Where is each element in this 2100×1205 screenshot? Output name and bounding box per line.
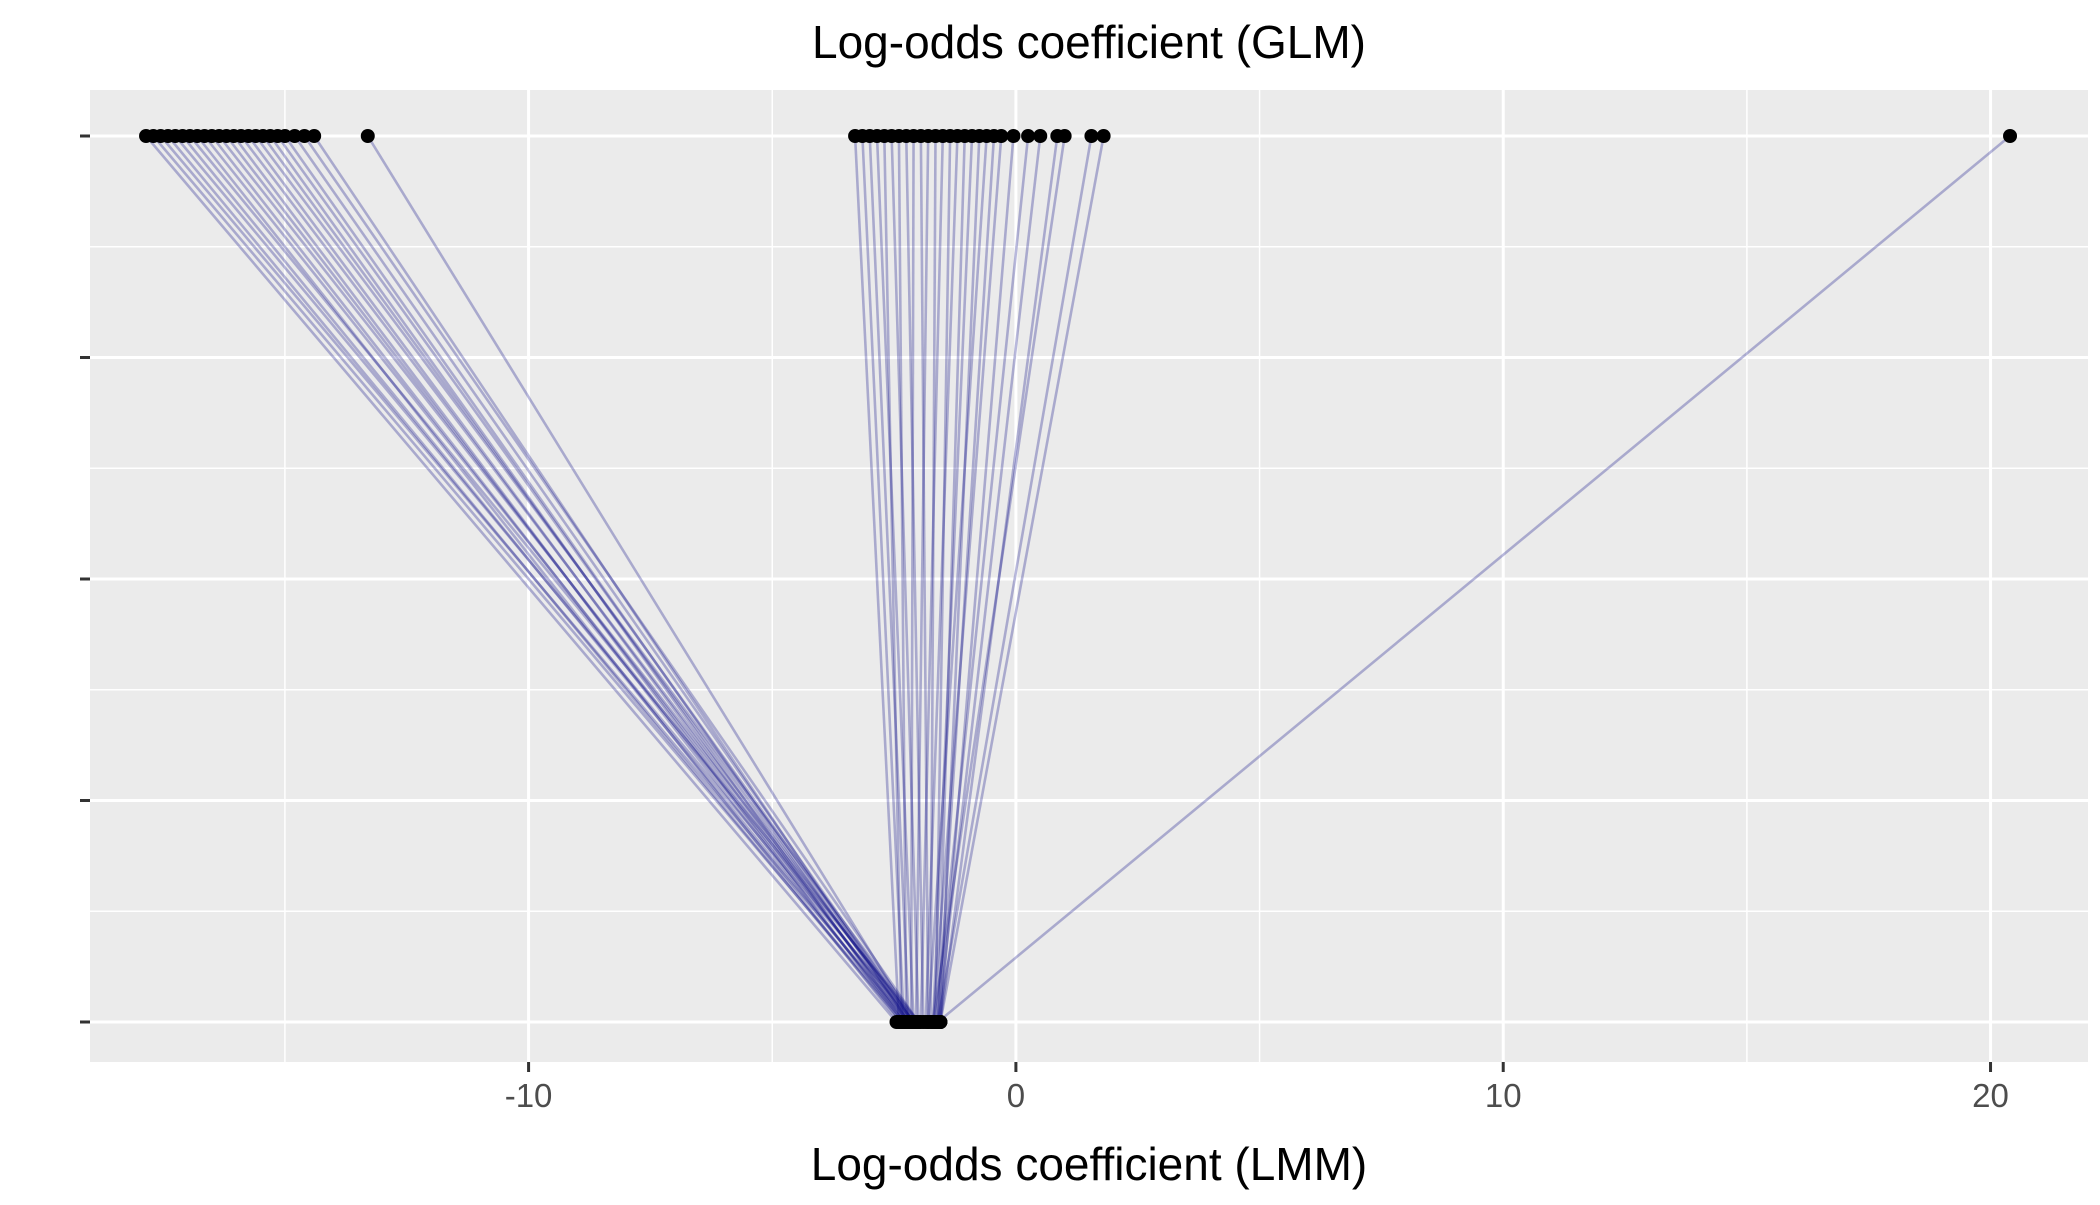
glm-point-49 [1057,129,1072,143]
segment-17 [269,135,905,1023]
segment-4 [174,135,915,1023]
segment-15 [254,135,920,1023]
segment-37 [934,135,952,1023]
glm-point-23 [360,129,375,143]
x-tick-label-1: 0 [1007,1077,1025,1114]
segment-26 [868,135,910,1023]
segment-45 [939,135,1015,1023]
glm-point-46 [1021,129,1036,143]
segment-21 [303,135,920,1023]
segment-25 [861,135,906,1023]
segment-14 [247,135,908,1023]
glm-point-45 [1006,129,1021,143]
segment-32 [909,135,915,1023]
glm-point-19 [277,129,292,143]
segment-52 [937,134,2011,1024]
segment-47 [936,135,1042,1023]
segment-13 [240,135,915,1023]
segment-16 [261,135,913,1023]
glm-point-44 [994,129,1009,143]
segment-30 [897,135,908,1023]
segment-27 [875,135,915,1023]
segment-24 [853,135,901,1023]
segment-50 [936,135,1093,1023]
segment-2 [159,135,910,1023]
segment-49 [931,135,1066,1023]
segment-0 [145,135,898,1023]
x-tick-label-0: -10 [505,1077,553,1114]
segment-6 [188,135,920,1023]
x-axis-title: Log-odds coefficient (LMM) [811,1138,1368,1190]
glm-point-47 [1033,129,1048,143]
segment-22 [313,135,910,1023]
segment-33 [919,135,930,1023]
segment-23 [366,135,915,1023]
segment-42 [926,135,988,1023]
segment-3 [166,135,903,1023]
glm-point-21 [297,129,312,143]
x-tick-label-3: 20 [1972,1077,2009,1114]
top-axis-title: Log-odds coefficient (GLM) [812,16,1366,68]
segment-38 [924,135,959,1023]
glm-point-50 [1084,129,1099,143]
lmm-point-52 [930,1015,945,1029]
glm-point-52 [2003,129,2018,143]
segment-12 [232,135,903,1023]
segment-10 [218,135,918,1023]
segment-29 [890,135,920,1023]
segment-5 [181,135,908,1023]
lmm-points [889,1015,948,1029]
segment-31 [904,135,925,1023]
segment-36 [919,135,945,1023]
y-axis-ticks [80,134,90,1024]
segment-43 [936,135,996,1023]
segment-9 [210,135,905,1023]
glm-point-22 [307,129,322,143]
segment-20 [293,135,915,1023]
segment-46 [934,135,1030,1023]
segment-19 [283,135,910,1023]
segment-35 [929,135,937,1023]
glm-point-51 [1096,129,1111,143]
x-axis-ticks: -10 0 10 20 [505,1062,2009,1114]
minor-gridlines [90,90,2088,1062]
x-tick-label-2: 10 [1485,1077,1522,1114]
segment-18 [276,135,915,1023]
plot-panel [90,90,2088,1062]
coefficient-segments [145,134,2011,1024]
segment-8 [203,135,913,1023]
segment-7 [196,135,900,1023]
segment-48 [939,135,1059,1023]
segment-40 [931,135,974,1023]
segment-11 [225,135,910,1023]
glm-point-20 [287,129,302,143]
segment-51 [939,135,1105,1023]
segment-39 [936,135,967,1023]
glm-points [139,129,2018,143]
segment-28 [883,135,903,1023]
segment-41 [939,135,981,1023]
segment-34 [914,135,930,1023]
segment-44 [931,135,1003,1023]
segment-1 [152,135,905,1023]
